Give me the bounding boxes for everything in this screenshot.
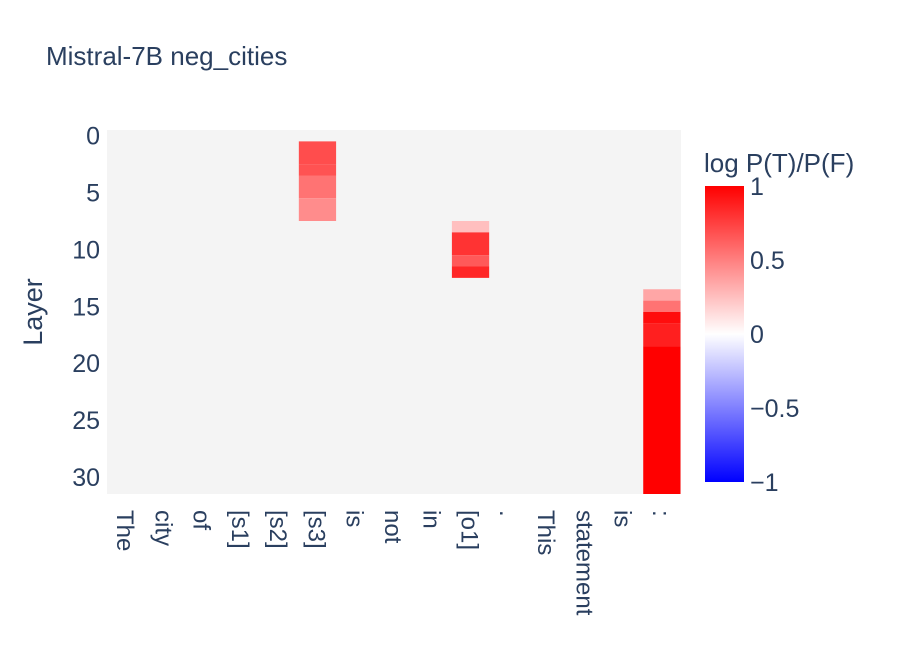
y-tick-label: 10 bbox=[72, 236, 100, 264]
heatmap-cell bbox=[298, 198, 337, 221]
heatmap-cell bbox=[298, 141, 337, 165]
x-tick-label: [s3] bbox=[302, 510, 329, 549]
heatmap-cell bbox=[451, 221, 490, 233]
colorbar-title: log P(T)/P(F) bbox=[704, 148, 854, 178]
heatmap-cell bbox=[643, 300, 681, 312]
chart-title: Mistral-7B neg_cities bbox=[46, 41, 287, 71]
colorbar-tick-label: −1 bbox=[750, 469, 779, 497]
y-tick-label: 25 bbox=[72, 407, 100, 435]
x-tick-label: : bbox=[647, 510, 674, 517]
x-tick-label: is bbox=[341, 510, 368, 527]
y-tick-label: 15 bbox=[72, 293, 100, 321]
heatmap-cell bbox=[451, 266, 490, 278]
heatmap-cell bbox=[451, 232, 490, 256]
x-tick-label: [s1] bbox=[226, 510, 253, 549]
heatmap-cell bbox=[643, 346, 681, 494]
x-tick-label: city bbox=[149, 510, 176, 546]
y-axis-label: Layer bbox=[18, 278, 48, 346]
colorbar-tick-label: −0.5 bbox=[750, 395, 799, 423]
colorbar bbox=[705, 186, 744, 482]
heatmap-cell bbox=[298, 164, 337, 176]
heatmap-cell bbox=[643, 312, 681, 324]
x-tick-label: . bbox=[494, 510, 521, 517]
x-tick-label: [o1] bbox=[456, 510, 483, 550]
heatmap-cells bbox=[298, 141, 681, 494]
x-tick-label: not bbox=[379, 510, 406, 544]
x-tick-label: of bbox=[188, 510, 215, 530]
x-tick-label: statement bbox=[570, 510, 597, 616]
y-axis-ticks: 0 5 10 15 20 25 30 bbox=[72, 123, 100, 492]
heatmap-cell bbox=[451, 255, 490, 267]
heatmap-cell bbox=[643, 289, 681, 301]
colorbar-tick-label: 1 bbox=[750, 173, 764, 201]
x-tick-label: [s2] bbox=[264, 510, 291, 549]
colorbar-ticks: −1 −0.5 0 0.5 1 bbox=[750, 173, 799, 497]
heatmap-cell bbox=[643, 323, 681, 347]
x-tick-label: The bbox=[111, 510, 138, 551]
x-tick-label: This bbox=[532, 510, 559, 555]
y-tick-label: 30 bbox=[72, 464, 100, 492]
x-tick-label: is bbox=[609, 510, 636, 527]
y-tick-label: 0 bbox=[86, 123, 100, 151]
x-axis-ticks: The city of [s1] [s2] [s3] is not in [o1]. This sta… bbox=[111, 510, 674, 616]
heatmap-cell bbox=[298, 175, 337, 199]
colorbar-tick-label: 0.5 bbox=[750, 247, 785, 275]
colorbar-tick-label: 0 bbox=[750, 321, 764, 349]
y-tick-label: 5 bbox=[86, 180, 100, 208]
plot-background bbox=[107, 130, 681, 494]
y-tick-label: 20 bbox=[72, 350, 100, 378]
x-tick-label: in bbox=[417, 510, 444, 529]
